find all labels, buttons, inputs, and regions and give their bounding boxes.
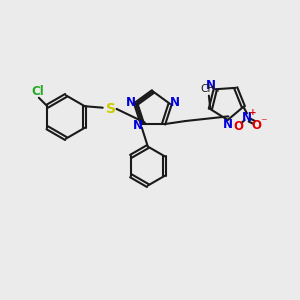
Text: O: O: [234, 119, 244, 133]
Text: +: +: [249, 108, 257, 117]
Text: S: S: [106, 102, 116, 116]
Text: N: N: [242, 110, 252, 124]
Text: ⁻: ⁻: [260, 116, 266, 129]
Text: N: N: [223, 118, 233, 131]
Text: N: N: [126, 96, 136, 109]
Text: N: N: [133, 119, 143, 132]
Text: Cl: Cl: [31, 85, 44, 98]
Text: N: N: [170, 96, 180, 109]
Text: O: O: [252, 119, 262, 132]
Text: CH₃: CH₃: [200, 84, 219, 94]
Text: N: N: [206, 79, 216, 92]
